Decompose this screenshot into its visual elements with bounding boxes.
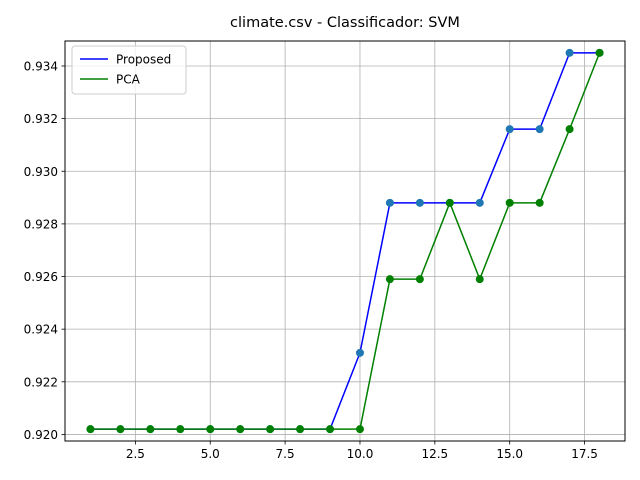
axes: 2.5 5.0 7.5 10.0 12.5 15.0 17.5 0.920 0.922 0.924… [24,60,598,462]
y-tick-label: 0.930 [24,165,58,179]
x-tick-label: 2.5 [126,447,145,461]
x-tick-label: 15.0 [496,447,523,461]
x-tick-label: 12.5 [421,447,448,461]
data-point-pca [385,275,394,284]
data-point-pca [116,425,125,434]
data-point-pca [415,275,424,284]
y-tick-label: 0.926 [24,270,58,284]
data-point-pca [535,198,544,207]
data-point-pca [355,425,364,434]
y-tick-label: 0.922 [24,375,58,389]
data-point-pca [146,425,155,434]
data-point-pca [565,125,574,134]
data-point-pca [475,275,484,284]
legend-label-pca: PCA [116,73,141,87]
plot-series [86,48,604,434]
data-point-pca [176,425,185,434]
legend: Proposed PCA [71,45,187,95]
plot-frame [64,40,626,442]
data-point-proposed [385,198,394,207]
y-tick-label: 0.928 [24,217,58,231]
data-point-proposed [505,125,514,134]
data-point-proposed [355,348,364,357]
data-point-pca [206,425,215,434]
y-tick-label: 0.934 [24,60,58,74]
chart-title: climate.csv - Classificador: SVM [230,15,460,31]
data-point-pca [445,198,454,207]
x-tick-label: 7.5 [276,447,295,461]
data-point-pca [326,425,335,434]
data-point-proposed [415,198,424,207]
data-point-pca [296,425,305,434]
x-tick-label: 5.0 [201,447,220,461]
x-tick-label: 17.5 [571,447,598,461]
data-point-pca [236,425,245,434]
y-tick-label: 0.924 [24,323,58,337]
legend-box [71,45,187,95]
x-tick-label: 10.0 [347,447,374,461]
data-point-proposed [535,125,544,134]
data-point-pca [266,425,275,434]
grid [65,41,625,441]
series-line-pca [90,52,601,430]
data-point-proposed [475,198,484,207]
data-point-pca [505,198,514,207]
y-tick-label: 0.932 [24,112,58,126]
data-point-pca [86,425,95,434]
data-point-pca [595,48,604,57]
data-point-proposed [565,48,574,57]
legend-label-proposed: Proposed [116,53,171,67]
y-tick-label: 0.920 [24,428,58,442]
